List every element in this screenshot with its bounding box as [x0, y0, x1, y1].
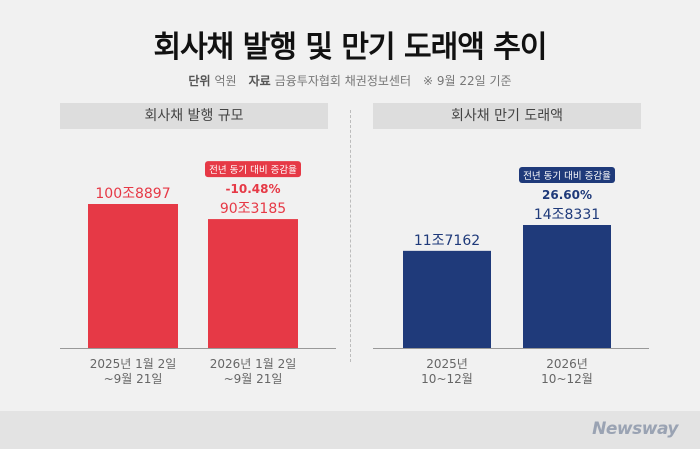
bar-0-0: [88, 204, 178, 348]
bar-value-label-1-0: 11조7162: [414, 233, 480, 249]
panel-divider: [350, 110, 351, 362]
change-badge-text-1: 전년 동기 대비 증감율: [523, 170, 611, 182]
x-tick-label-0-1-1: ~9월 21일: [224, 372, 283, 386]
change-value-1: 26.60%: [542, 188, 592, 202]
footer-bar: Newsway: [0, 411, 700, 449]
bar-1-1: [523, 225, 611, 348]
x-tick-label-1-1-1: 10~12월: [541, 372, 593, 386]
change-badge-text-0: 전년 동기 대비 증감율: [209, 164, 297, 176]
change-badge-1: [519, 167, 615, 183]
newsway-logo: Newsway: [592, 419, 678, 439]
bar-1-0: [403, 250, 491, 348]
x-tick-label-1-0-1: 10~12월: [421, 372, 473, 386]
chart-title: 회사채 발행 및 만기 도래액 추이: [153, 30, 547, 65]
panel-title-maturity: 회사채 만기 도래액: [373, 103, 641, 129]
bar-value-label-0-0: 100조8897: [95, 186, 170, 202]
unit-label: 단위: [188, 74, 211, 88]
source-label: 자료: [248, 74, 271, 88]
chart-subtitle: 단위 억원 자료 금융투자협회 채권정보센터 ※ 9월 22일 기준: [0, 72, 700, 89]
x-tick-label-0-1-0: 2026년 1월 2일: [210, 357, 297, 371]
baseline-issuance: [60, 348, 336, 349]
source-value: 금융투자협회 채권정보센터: [274, 74, 411, 88]
change-value-0: -10.48%: [226, 182, 281, 196]
x-tick-label-1-0-0: 2025년: [426, 357, 468, 371]
unit-value: 억원: [214, 74, 237, 88]
bar-0-1: [208, 219, 298, 348]
baseline-maturity: [373, 348, 649, 349]
x-tick-label-0-0-1: ~9월 21일: [104, 372, 163, 386]
change-badge-0: [205, 161, 301, 178]
x-tick-label-0-0-0: 2025년 1월 2일: [90, 357, 177, 371]
x-tick-label-1-1-0: 2026년: [546, 357, 588, 371]
note-text: ※ 9월 22일 기준: [423, 74, 512, 88]
bar-value-label-1-1: 14조8331: [534, 207, 600, 223]
panel-title-issuance: 회사채 발행 규모: [60, 103, 328, 129]
bar-value-label-0-1: 90조3185: [220, 201, 286, 217]
